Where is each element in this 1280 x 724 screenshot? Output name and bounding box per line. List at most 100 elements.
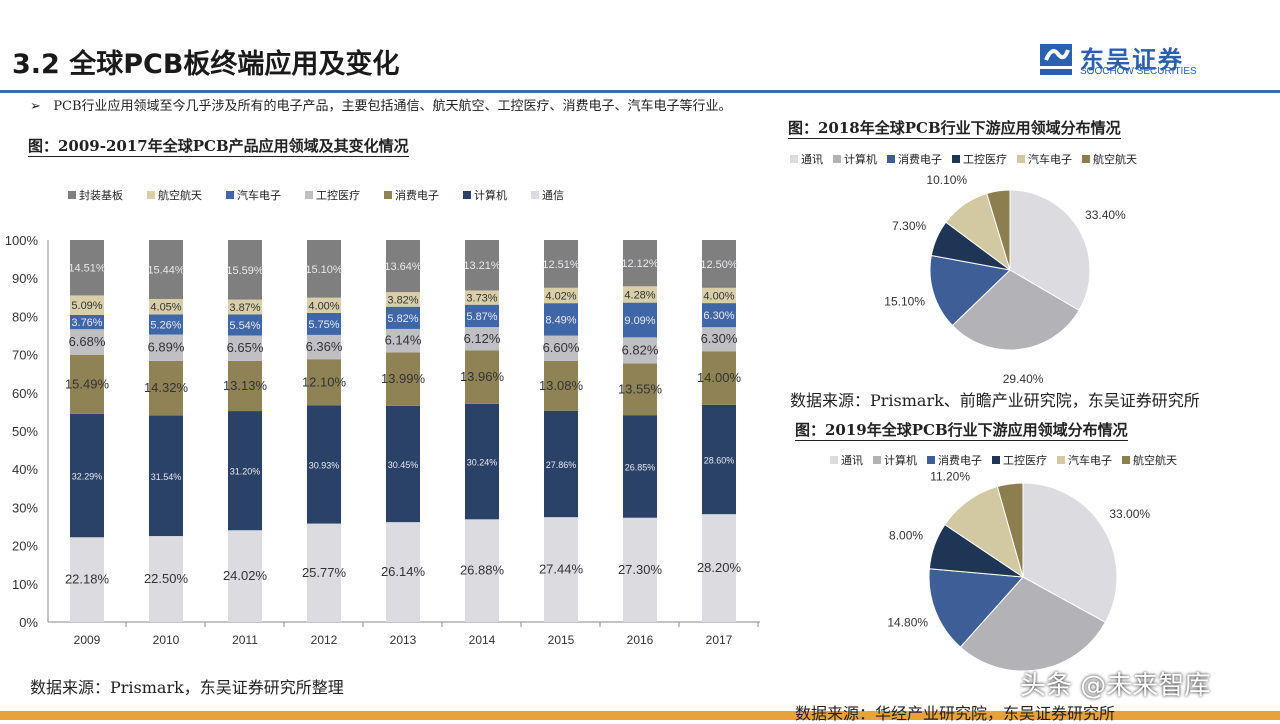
y-tick-label: 40%	[12, 462, 38, 477]
legend-item: 计算机	[463, 187, 507, 203]
bar-segment	[307, 240, 341, 298]
pie-data-label: 33.40%	[1085, 208, 1126, 222]
bar-segment	[623, 517, 657, 622]
pie-slice	[986, 189, 1011, 271]
bar-data-label: 6.60%	[543, 340, 580, 355]
bar-data-label: 28.60%	[704, 455, 735, 465]
bar-segment	[465, 240, 499, 291]
x-tick-label: 2010	[153, 633, 180, 647]
bar-data-label: 13.96%	[460, 369, 505, 384]
y-tick-label: 10%	[12, 577, 38, 592]
pie-slice	[929, 254, 1012, 327]
bar-segment	[623, 337, 657, 364]
legend-item: 消费电子	[927, 452, 982, 468]
bar-segment	[465, 403, 499, 520]
bar-segment	[544, 240, 578, 288]
bar-chart-legend: 封装基板 航空航天 汽车电子 工控医疗 消费电子 计算机 通信	[68, 187, 564, 203]
bar-data-label: 26.14%	[381, 564, 426, 579]
bar-segment	[307, 312, 341, 335]
bar-data-label: 5.26%	[150, 319, 181, 331]
legend-swatch	[463, 191, 471, 199]
logo-text-cn: 东吴证券	[1080, 46, 1184, 74]
bar-segment	[307, 405, 341, 524]
bar-data-label: 6.36%	[306, 339, 343, 354]
bar-segment	[544, 303, 578, 336]
bar-segment	[149, 240, 183, 299]
legend-item: 航空航天	[147, 187, 202, 203]
bar-data-label: 25.77%	[302, 565, 347, 580]
bar-data-label: 6.68%	[69, 334, 106, 349]
stacked-bar-chart: 0% 10% 20% 30% 40% 50% 60% 70% 80% 90% 100% 22.18% 3…	[5, 233, 760, 647]
bar-data-label: 27.30%	[618, 562, 663, 577]
bar-data-label: 26.85%	[625, 462, 656, 472]
bar-segment	[465, 327, 499, 351]
pie-slice	[1022, 482, 1118, 623]
bar-segment	[70, 240, 104, 296]
header-rule	[0, 90, 1280, 93]
bar-data-label: 30.24%	[467, 458, 498, 468]
legend-item: 汽车电子	[226, 187, 281, 203]
legend-item: 航空航天	[1082, 151, 1137, 167]
bar-segment	[228, 360, 262, 412]
bar-data-label: 22.18%	[65, 572, 110, 587]
legend-item: 计算机	[873, 452, 917, 468]
bar-segment	[70, 537, 104, 622]
legend-swatch	[887, 155, 895, 163]
x-tick-label: 2014	[469, 633, 496, 647]
bar-data-label: 3.87%	[229, 302, 260, 314]
pie-slice	[951, 269, 1080, 351]
pie-chart-2019: 33.00%14.80%8.00%11.20%4.40%	[887, 470, 1150, 672]
legend-item: 航空航天	[1122, 452, 1177, 468]
legend-item: 封装基板	[68, 187, 123, 203]
legend-item: 工控医疗	[992, 452, 1047, 468]
bar-segment	[228, 530, 262, 622]
bar-segment	[149, 536, 183, 622]
bullet-text: PCB行业应用领域至今几乎涉及所有的电子产品，主要包括通信、航天航空、工控医疗、…	[53, 99, 732, 114]
pie-2018-caption: 图：2018年全球PCB行业下游应用领域分布情况	[788, 119, 1121, 139]
bullet-point: ➢ PCB行业应用领域至今几乎涉及所有的电子产品，主要包括通信、航天航空、工控医…	[30, 95, 732, 114]
bar-segment	[307, 334, 341, 360]
bar-data-label: 9.09%	[624, 315, 655, 327]
bar-data-label: 12.12%	[621, 258, 659, 270]
bar-segment	[70, 354, 104, 414]
pie-2018-legend: 通讯 计算机 消费电子 工控医疗 汽车电子 航空航天	[790, 151, 1137, 167]
x-tick-label: 2017	[706, 633, 733, 647]
legend-swatch	[873, 456, 881, 464]
watermark: 头条 @未来智库	[1020, 671, 1211, 701]
bar-segment	[70, 295, 104, 315]
legend-item: 通信	[531, 187, 564, 203]
y-tick-label: 30%	[12, 500, 38, 515]
legend-item: 工控医疗	[952, 151, 1007, 167]
legend-item: 汽车电子	[1057, 452, 1112, 468]
bar-segment	[228, 299, 262, 315]
logo-text-en: SOOCHOW SECURITIES	[1080, 66, 1197, 77]
bar-segment	[70, 329, 104, 355]
pie-data-label: 14.80%	[887, 616, 928, 630]
bar-data-label: 6.30%	[703, 310, 734, 322]
x-tick-label: 2009	[74, 633, 101, 647]
bar-data-label: 4.05%	[150, 302, 181, 314]
bar-segment	[228, 240, 262, 300]
bar-data-label: 22.50%	[144, 571, 189, 586]
bar-segment	[544, 335, 578, 361]
y-tick-label: 0%	[19, 615, 38, 630]
bar-data-label: 13.21%	[463, 260, 501, 272]
bar-segment	[386, 292, 420, 307]
legend-swatch	[830, 456, 838, 464]
bar-data-label: 3.73%	[466, 293, 497, 305]
y-tick-label: 60%	[12, 386, 38, 401]
bar-data-label: 30.45%	[388, 460, 419, 470]
pie-data-label: 15.10%	[884, 295, 925, 309]
bar-segment	[702, 240, 736, 288]
bar-data-label: 13.55%	[618, 381, 663, 396]
legend-swatch	[1082, 155, 1090, 163]
page-title: 3.2 全球PCB板终端应用及变化	[12, 49, 400, 80]
bar-data-label: 5.87%	[466, 311, 497, 323]
bar-data-label: 3.76%	[71, 317, 102, 329]
y-tick-label: 20%	[12, 539, 38, 554]
bar-data-label: 12.10%	[302, 374, 347, 389]
legend-swatch	[927, 456, 935, 464]
bar-segment	[149, 314, 183, 335]
y-tick-label: 90%	[12, 271, 38, 286]
bar-segment	[386, 405, 420, 523]
